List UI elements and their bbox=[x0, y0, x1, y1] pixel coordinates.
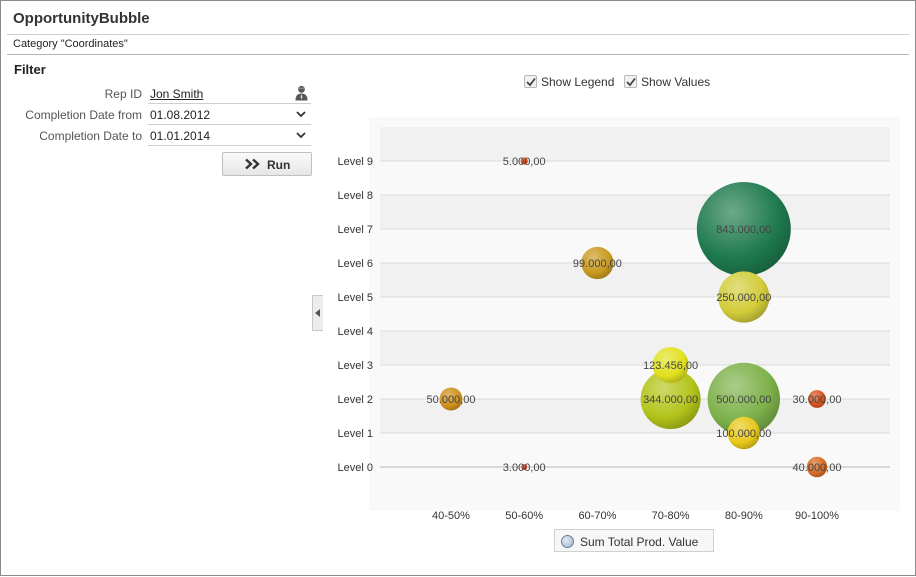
rep-id-value-link[interactable]: Jon Smith bbox=[150, 87, 204, 101]
bubble[interactable] bbox=[439, 387, 463, 411]
grid-band bbox=[380, 331, 890, 365]
rep-id-label: Rep ID bbox=[104, 87, 142, 101]
y-tick-label: Level 8 bbox=[338, 190, 373, 202]
bubble-value-label: 30.000,00 bbox=[793, 394, 842, 406]
date-from-row: Completion Date from 01.08.2012 bbox=[1, 105, 313, 125]
date-to-value: 01.01.2014 bbox=[150, 129, 211, 143]
y-tick-label: Level 1 bbox=[338, 428, 373, 440]
y-tick-label: Level 0 bbox=[338, 462, 373, 474]
date-to-label: Completion Date to bbox=[39, 129, 142, 143]
bubble[interactable] bbox=[727, 416, 760, 450]
y-tick-label: Level 5 bbox=[338, 292, 373, 304]
bubble-value-label: 5.000,00 bbox=[503, 156, 546, 168]
bubble[interactable] bbox=[652, 347, 689, 383]
date-to-select[interactable]: 01.01.2014 bbox=[148, 126, 311, 146]
y-tick-label: Level 7 bbox=[338, 224, 373, 236]
x-tick-label: 50-60% bbox=[505, 510, 543, 522]
show-legend-label: Show Legend bbox=[541, 75, 615, 89]
bubble[interactable] bbox=[707, 362, 780, 436]
x-tick-label: 60-70% bbox=[578, 510, 616, 522]
bubble[interactable] bbox=[696, 182, 791, 276]
y-tick-label: Level 9 bbox=[338, 156, 373, 168]
chevron-down-icon[interactable] bbox=[295, 129, 307, 141]
y-tick-label: Level 3 bbox=[338, 360, 373, 372]
rep-id-field[interactable]: Jon Smith bbox=[148, 84, 311, 104]
show-legend-checkbox[interactable] bbox=[524, 75, 537, 88]
title-divider bbox=[7, 34, 909, 35]
bubble-value-label: 50.000,00 bbox=[427, 394, 476, 406]
date-from-label: Completion Date from bbox=[25, 108, 142, 122]
bubble[interactable] bbox=[808, 390, 826, 408]
filter-heading: Filter bbox=[14, 62, 46, 77]
chevron-left-icon bbox=[315, 309, 320, 317]
run-button-label: Run bbox=[267, 158, 291, 172]
bubble-value-label: 3.000,00 bbox=[503, 462, 546, 474]
show-values-checkbox[interactable] bbox=[624, 75, 637, 88]
grid-band bbox=[380, 195, 890, 229]
category-label: Category "Coordinates" bbox=[13, 38, 128, 50]
double-chevron-right-icon bbox=[245, 158, 260, 170]
grid-band bbox=[380, 127, 890, 161]
checkmark-icon bbox=[526, 77, 536, 87]
bubble-value-label: 500.000,00 bbox=[716, 394, 771, 406]
x-tick-label: 40-50% bbox=[432, 510, 470, 522]
grid-band bbox=[380, 399, 890, 433]
bubble-value-label: 100.000,00 bbox=[716, 428, 771, 440]
bubble-value-label: 40.000,00 bbox=[793, 462, 842, 474]
run-button[interactable]: Run bbox=[222, 152, 312, 176]
x-tick-label: 90-100% bbox=[795, 510, 839, 522]
page-title: OpportunityBubble bbox=[13, 10, 150, 27]
bubble-value-label: 344.000,00 bbox=[643, 394, 698, 406]
chart-plot-background bbox=[369, 117, 900, 511]
bubble[interactable] bbox=[520, 157, 528, 165]
date-from-select[interactable]: 01.08.2012 bbox=[148, 105, 311, 125]
category-divider bbox=[7, 54, 909, 55]
grid-band bbox=[380, 263, 890, 297]
bubble[interactable] bbox=[521, 464, 528, 470]
bubble-value-label: 250.000,00 bbox=[716, 292, 771, 304]
bubble[interactable] bbox=[718, 271, 770, 323]
x-tick-label: 70-80% bbox=[652, 510, 690, 522]
x-tick-label: 80-90% bbox=[725, 510, 763, 522]
date-to-row: Completion Date to 01.01.2014 bbox=[1, 126, 313, 146]
legend-swatch bbox=[561, 535, 574, 548]
person-icon[interactable] bbox=[295, 85, 308, 101]
bubble[interactable] bbox=[640, 368, 701, 430]
y-tick-label: Level 4 bbox=[338, 326, 373, 338]
y-tick-label: Level 6 bbox=[338, 258, 373, 270]
chart-legend[interactable]: Sum Total Prod. Value bbox=[554, 529, 714, 552]
collapse-panel-handle[interactable] bbox=[312, 295, 323, 331]
rep-id-row: Rep ID Jon Smith bbox=[1, 84, 313, 104]
show-values-label: Show Values bbox=[641, 75, 711, 89]
y-tick-label: Level 2 bbox=[338, 394, 373, 406]
bubble-value-label: 123.456,00 bbox=[643, 360, 698, 372]
bubble-value-label: 99.000,00 bbox=[573, 258, 622, 270]
date-from-value: 01.08.2012 bbox=[150, 108, 211, 122]
chevron-down-icon[interactable] bbox=[295, 108, 307, 120]
bubble[interactable] bbox=[806, 456, 828, 478]
legend-series-label: Sum Total Prod. Value bbox=[580, 535, 699, 549]
bubble[interactable] bbox=[581, 246, 614, 280]
checkmark-icon bbox=[626, 77, 636, 87]
bubble-value-label: 843.000,00 bbox=[716, 224, 771, 236]
